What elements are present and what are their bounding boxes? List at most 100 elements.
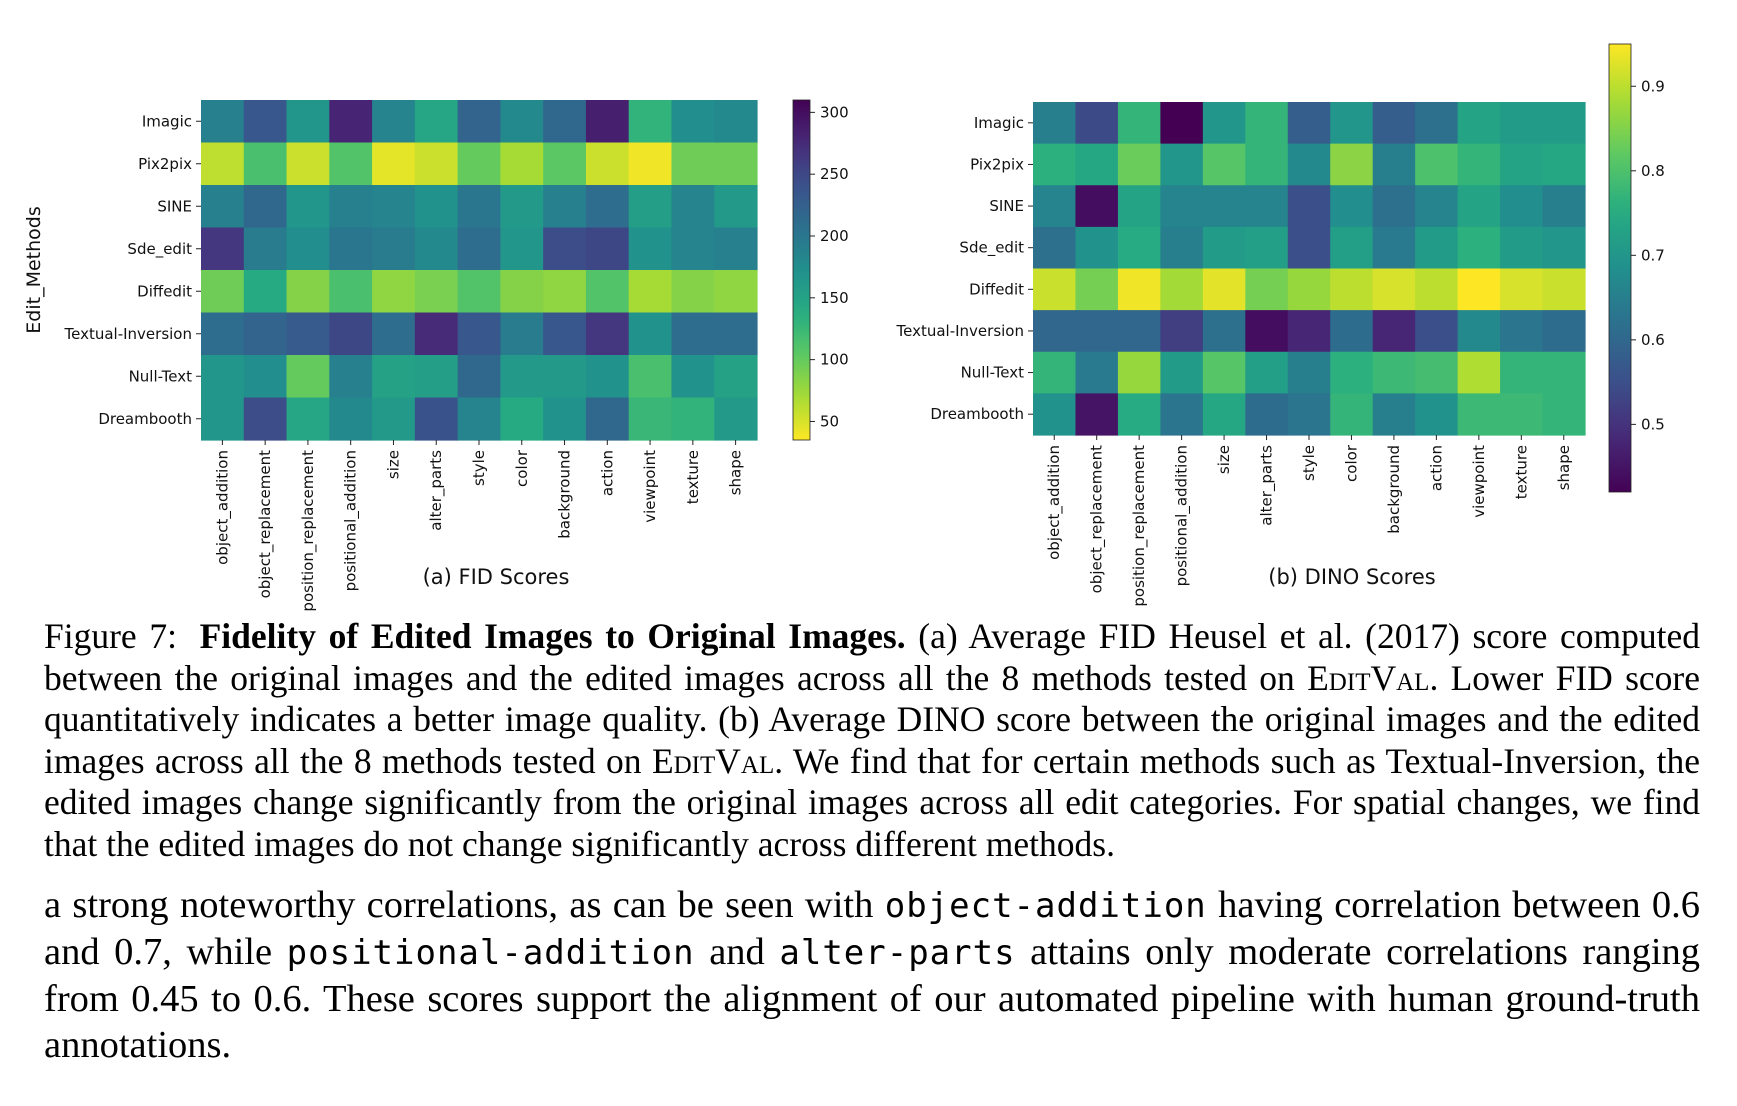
heatmap-cell	[1202, 102, 1246, 145]
y-tick-label: Imagic	[974, 114, 1024, 132]
heatmap-cell	[201, 227, 245, 271]
heatmap-cell	[1287, 393, 1331, 436]
heatmap-cell	[1330, 143, 1374, 186]
heatmap-cell	[201, 312, 245, 356]
heatmap-cell	[286, 270, 330, 314]
heatmap-cell	[201, 185, 245, 229]
heatmap-cell	[329, 142, 373, 186]
heatmap-cell	[714, 355, 758, 399]
heatmap-cell	[1075, 143, 1119, 186]
y-tick-label: SINE	[157, 197, 192, 215]
heatmap-cell	[286, 100, 330, 144]
x-tick-label: position_replacement	[1130, 445, 1149, 607]
heatmap-cell	[628, 270, 673, 314]
heatmap-cell	[714, 142, 758, 186]
heatmap-cell	[1202, 143, 1246, 186]
x-tick-label: color	[1342, 444, 1360, 482]
heatmap-cell	[414, 227, 459, 271]
x-tick-label: position_replacement	[299, 450, 318, 612]
heatmap-cell	[1542, 226, 1586, 270]
heatmap-cell	[286, 312, 330, 356]
heatmap-cell	[1372, 185, 1416, 228]
heatmap-cell	[201, 270, 245, 314]
heatmap-cell	[1372, 268, 1416, 311]
heatmap-cell	[1542, 351, 1586, 394]
heatmap-cell	[1330, 351, 1374, 394]
heatmap-cell	[1372, 393, 1416, 436]
x-tick-label: texture	[684, 450, 702, 504]
heatmap-cell	[457, 270, 501, 314]
heatmap-cell	[1033, 351, 1077, 394]
heatmap-cell	[243, 227, 288, 271]
figure-heatmaps: Imagic Pix2pix SINE Sde_edit Diffedit Textual…	[23, 43, 1665, 612]
colorbar-tick-label: 0.8	[1641, 162, 1665, 180]
heatmap-cell	[543, 100, 587, 144]
heatmap-cell	[372, 270, 416, 314]
heatmap-cell	[201, 397, 245, 441]
figure-caption: Figure 7: Fidelity of Edited Images to O…	[44, 616, 1700, 865]
x-tick-label: shape	[727, 450, 745, 495]
colorbar	[792, 99, 811, 441]
heatmap-cell	[329, 312, 373, 356]
y-tick-label: Pix2pix	[138, 155, 192, 173]
heatmap-cell	[500, 185, 544, 229]
heatmap-cell	[1372, 226, 1416, 270]
heatmap-cell	[543, 355, 587, 399]
heatmap-cell	[1287, 226, 1331, 270]
heatmap-cell	[372, 100, 416, 144]
x-tick-label: style	[470, 450, 488, 486]
x-tick-label: color	[513, 449, 531, 487]
x-tick-label: size	[1215, 445, 1233, 474]
caption-editval-1: EditVal	[1307, 657, 1430, 698]
body-text-1: a strong noteworthy correlations, as can…	[44, 884, 874, 926]
heatmap-cell	[500, 100, 544, 144]
heatmap-cell	[1287, 102, 1331, 145]
heatmap-cell	[628, 355, 673, 399]
heatmap-cell	[372, 312, 416, 356]
heatmap-cell	[628, 142, 673, 186]
heatmap-cell	[372, 185, 416, 229]
heatmap-cell	[1033, 393, 1077, 436]
y-tick-label: Textual-Inversion	[64, 325, 193, 343]
heatmap-cell	[1372, 102, 1416, 145]
heatmap-cell	[585, 270, 630, 314]
heatmap-cell	[1245, 393, 1289, 436]
colorbar-tick-label: 0.6	[1641, 331, 1665, 349]
colorbar-tick-label: 250	[820, 165, 849, 183]
heatmap-cell	[1500, 143, 1544, 186]
heatmap-cell	[1415, 268, 1459, 311]
heatmap-cell	[329, 227, 373, 271]
heatmap-cell	[1542, 185, 1586, 228]
heatmap-cell	[1033, 185, 1077, 228]
heatmap-cell	[1033, 102, 1077, 145]
heatmap-cell	[585, 227, 630, 271]
heatmap-cell	[286, 355, 330, 399]
heatmap-cell	[1330, 185, 1374, 228]
heatmap-cell	[243, 312, 288, 356]
heatmap-cell	[243, 142, 288, 186]
heatmap-cell	[714, 100, 758, 144]
heatmap-cell	[1245, 226, 1289, 270]
caption-text-3: . We find that for certain methods such …	[44, 740, 1700, 864]
heatmap-cell	[1075, 226, 1119, 270]
colorbar-tick-label: 300	[820, 103, 849, 121]
caption-title: Fidelity of Edited Images to Original Im…	[199, 616, 906, 656]
heatmap-cell	[500, 312, 544, 356]
heatmap-cell	[1117, 185, 1161, 228]
heatmap-cell	[585, 185, 630, 229]
heatmap-cell	[1245, 351, 1289, 394]
heatmap-cell	[714, 227, 758, 271]
heatmap-cell	[1075, 268, 1119, 311]
y-tick-label: Dreambooth	[98, 410, 192, 428]
x-tick-label: action	[1427, 445, 1445, 491]
heatmap-cell	[671, 142, 715, 186]
caption-text-1: (a) Average FID Heusel et al. (2017) sco…	[44, 616, 1700, 698]
heatmap-cell	[1202, 185, 1246, 228]
heatmap-cell	[414, 142, 459, 186]
heatmap-cell	[1075, 102, 1119, 145]
heatmap-cell	[1542, 102, 1586, 145]
heatmap-cell	[1160, 226, 1204, 270]
heatmap-cell	[1500, 393, 1544, 436]
heatmap-cell	[1457, 226, 1501, 270]
heatmap-cell	[286, 142, 330, 186]
